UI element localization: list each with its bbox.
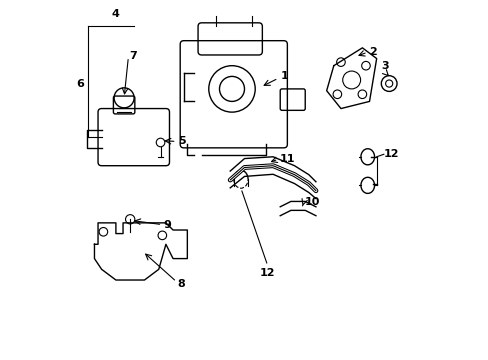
Text: 9: 9 bbox=[163, 220, 171, 230]
Text: 11: 11 bbox=[279, 154, 294, 164]
Text: 5: 5 bbox=[178, 136, 185, 147]
Text: 12: 12 bbox=[383, 149, 399, 159]
Text: 7: 7 bbox=[129, 51, 137, 61]
Text: 10: 10 bbox=[304, 197, 319, 207]
Text: 6: 6 bbox=[77, 78, 84, 89]
Text: 3: 3 bbox=[381, 61, 388, 71]
Text: 8: 8 bbox=[177, 279, 185, 289]
Text: 1: 1 bbox=[280, 71, 287, 81]
Text: 2: 2 bbox=[368, 47, 376, 57]
Text: 4: 4 bbox=[112, 9, 120, 19]
Text: 12: 12 bbox=[260, 267, 275, 278]
